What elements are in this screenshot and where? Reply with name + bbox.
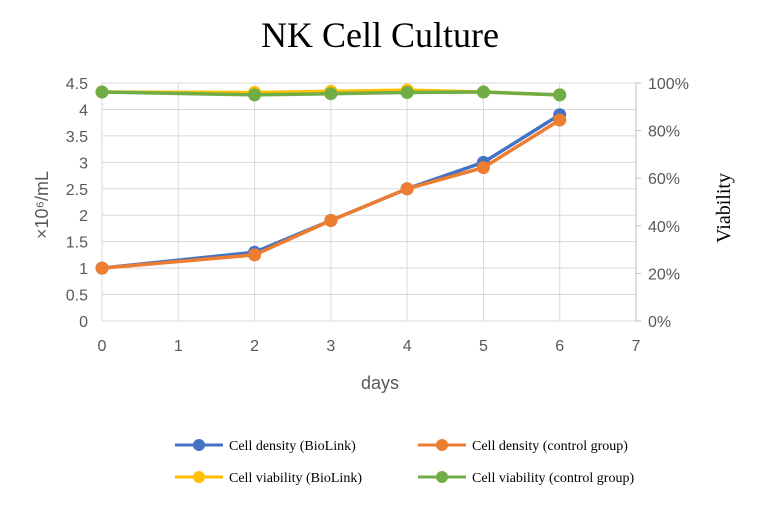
y-tick-label: 1.5 <box>66 235 88 252</box>
legend-label-1: Cell density (control group) <box>472 439 628 454</box>
data-point-1-0 <box>95 261 109 275</box>
y2-tick-label: 60% <box>648 171 680 188</box>
x-tick-label: 6 <box>555 338 564 355</box>
x-tick-label: 4 <box>403 338 412 355</box>
data-point-1-5 <box>553 113 567 127</box>
x-tick-label: 5 <box>479 338 488 355</box>
legend-label-3: Cell viability (control group) <box>472 471 634 486</box>
data-point-3-5 <box>553 88 567 102</box>
x-tick-label: 0 <box>98 338 107 355</box>
data-point-1-2 <box>324 214 338 228</box>
y-tick-label: 2 <box>79 208 88 225</box>
y-tick-label: 4 <box>79 102 88 119</box>
data-point-1-1 <box>248 248 262 262</box>
y-tick-label: 3 <box>79 155 88 172</box>
x-tick-label: 3 <box>326 338 335 355</box>
x-tick-label: 2 <box>250 338 259 355</box>
data-point-3-2 <box>324 87 338 101</box>
x-axis-label: days <box>361 373 399 393</box>
tick-labels: 0 0.5 1 1.5 2 2.5 3 3.5 4 4.5 0 1 2 3 4 5 6 7 0% 20% 40% 60% 8… <box>66 76 689 355</box>
x-tick-label: 7 <box>632 338 641 355</box>
legend-marker-2 <box>193 471 205 483</box>
data-point-3-1 <box>248 88 262 102</box>
legend-label-2: Cell viability (BioLink) <box>229 471 362 486</box>
legend-label-0: Cell density (BioLink) <box>229 439 356 454</box>
x-tick-label: 1 <box>174 338 183 355</box>
series-group <box>95 83 567 275</box>
grid <box>101 82 641 322</box>
series-line-3 <box>101 90 560 97</box>
y2-tick-label: 0% <box>648 314 671 331</box>
y2-tick-label: 40% <box>648 219 680 236</box>
data-point-3-4 <box>476 85 490 99</box>
data-point-1-3 <box>400 182 414 196</box>
data-point-1-4 <box>476 161 490 175</box>
y-axis-label: ×10⁶/mL <box>32 171 52 239</box>
y-tick-label: 0 <box>79 314 88 331</box>
chart-title: NK Cell Culture <box>261 15 499 55</box>
y-tick-label: 0.5 <box>66 288 88 305</box>
y-tick-label: 1 <box>79 261 88 278</box>
y2-tick-label: 100% <box>648 76 689 93</box>
data-point-3-0 <box>95 85 109 99</box>
legend: Cell density (BioLink) Cell density (cont… <box>175 439 634 486</box>
legend-marker-3 <box>436 471 448 483</box>
y-tick-label: 3.5 <box>66 129 88 146</box>
y2-tick-label: 20% <box>648 266 680 283</box>
legend-marker-1 <box>436 439 448 451</box>
y-tick-label: 2.5 <box>66 182 88 199</box>
y2-axis-label: Viability <box>713 173 735 243</box>
data-point-3-3 <box>400 86 414 100</box>
y2-tick-label: 80% <box>648 124 680 141</box>
legend-marker-0 <box>193 439 205 451</box>
series-line-1 <box>101 118 561 270</box>
y-tick-label: 4.5 <box>66 76 88 93</box>
